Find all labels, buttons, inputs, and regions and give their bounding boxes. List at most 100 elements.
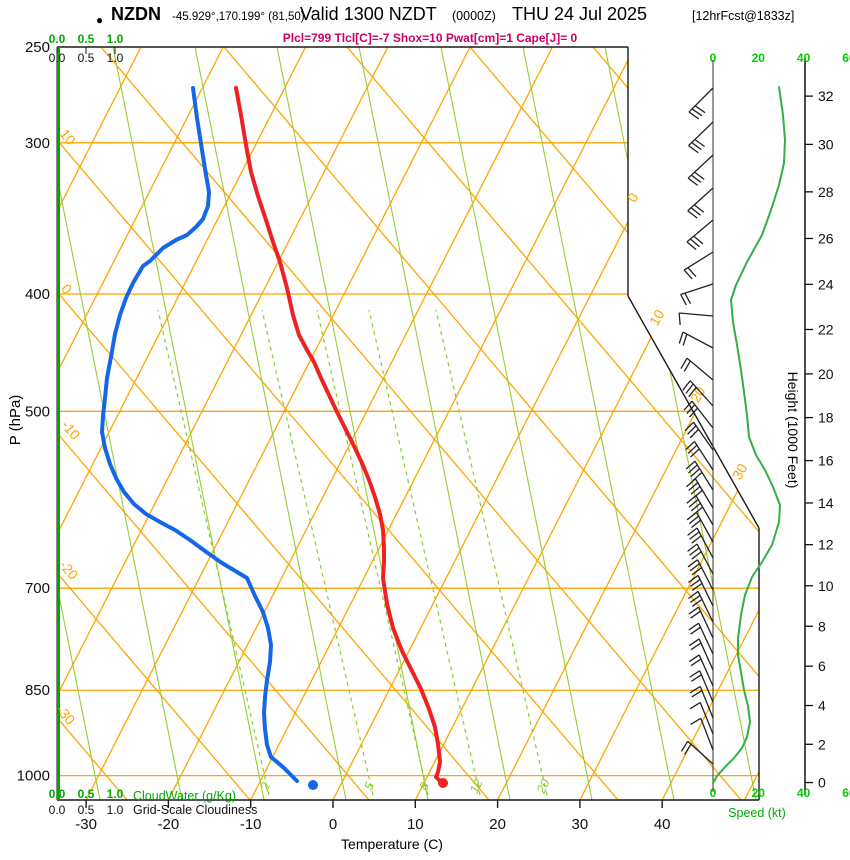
station-id: NZDN bbox=[111, 4, 161, 24]
wind-barb bbox=[687, 154, 714, 186]
surface-dewpoint-dot bbox=[308, 780, 318, 790]
wind-barb bbox=[680, 740, 714, 765]
wind-barb bbox=[678, 312, 714, 326]
wind-barb bbox=[682, 380, 714, 407]
dry-adiabat-line bbox=[223, 47, 759, 800]
speed-scale-bottom-label: 40 bbox=[797, 786, 811, 800]
isotherm-line bbox=[497, 47, 759, 800]
height-tick-label: 24 bbox=[818, 276, 834, 292]
dry-adiabat-line bbox=[57, 47, 370, 800]
wind-barb bbox=[689, 701, 714, 735]
height-tick-label: 20 bbox=[818, 366, 834, 382]
temperature-tick-label: -30 bbox=[75, 816, 97, 833]
height-tick-label: 28 bbox=[818, 184, 834, 200]
height-tick-label: 30 bbox=[818, 136, 834, 152]
speed-scale-top-label: 60 bbox=[842, 51, 850, 65]
cloudiness-top-scale-label: 0.0 bbox=[49, 51, 66, 65]
isotherm-line bbox=[250, 47, 636, 800]
pressure-tick-label: 850 bbox=[25, 682, 50, 699]
dry-adiabat-line bbox=[0, 47, 4, 800]
isotherm-line bbox=[85, 47, 471, 800]
temperature-tick-label: 10 bbox=[407, 816, 424, 833]
isotherm-line bbox=[414, 47, 759, 800]
cloudiness-top-scale-label: 0.5 bbox=[78, 51, 95, 65]
cloudwater-scale-title: CloudWater (g/Kg) bbox=[133, 789, 236, 803]
moist-adiabat-line bbox=[440, 47, 593, 800]
height-tick-label: 8 bbox=[818, 618, 826, 634]
moist-adiabat-line bbox=[57, 47, 183, 800]
wind-barb bbox=[687, 559, 714, 591]
mixing-ratio-line bbox=[316, 309, 429, 796]
height-tick-label: 26 bbox=[818, 230, 834, 246]
height-tick-label: 22 bbox=[818, 321, 834, 337]
wind-barb bbox=[688, 606, 714, 639]
pressure-tick-label: 700 bbox=[25, 580, 50, 597]
pressure-tick-label: 250 bbox=[25, 39, 50, 56]
wind-barb bbox=[690, 717, 714, 751]
temperature-tick-label: 40 bbox=[654, 816, 671, 833]
wind-barb bbox=[688, 622, 714, 655]
cloudwater-bottom-scale-label: 0.0 bbox=[49, 787, 66, 801]
surface-temperature-dot bbox=[438, 778, 448, 788]
wind-barb bbox=[683, 400, 714, 429]
height-tick-label: 18 bbox=[818, 410, 834, 426]
wind-barb bbox=[686, 478, 714, 509]
dry-adiabat-line bbox=[57, 47, 251, 800]
dry-adiabat-value-label: 10 bbox=[57, 126, 79, 148]
dry-adiabat-line bbox=[57, 47, 490, 800]
cloudwater-bottom-scale-label: 1.0 bbox=[107, 787, 124, 801]
valid-time: Valid 1300 NZDT bbox=[300, 4, 437, 24]
cloudwater-top-scale-label: 0.0 bbox=[49, 32, 66, 46]
temperature-tick-label: 0 bbox=[329, 816, 337, 833]
cloudiness-scale-title: Grid-Scale Cloudiness bbox=[133, 803, 257, 817]
height-tick-label: 10 bbox=[818, 578, 834, 594]
height-tick-label: 2 bbox=[818, 736, 826, 752]
cloudwater-bottom-scale-label: 0.5 bbox=[78, 787, 95, 801]
cloudiness-bottom-scale-label: 1.0 bbox=[107, 803, 124, 817]
cloudiness-bottom-scale-label: 0.5 bbox=[78, 803, 95, 817]
speed-scale-bottom-label: 60 bbox=[842, 786, 850, 800]
dry-adiabat-line bbox=[592, 47, 759, 800]
cloudwater-top-scale-label: 0.5 bbox=[78, 32, 95, 46]
wind-barb bbox=[688, 654, 714, 687]
wind-barb bbox=[683, 251, 714, 280]
temperature-tick-label: 30 bbox=[572, 816, 589, 833]
wind-barb bbox=[688, 121, 714, 154]
height-tick-label: 0 bbox=[818, 775, 826, 791]
isotherm-line bbox=[57, 47, 389, 800]
temperature-axis-title: Temperature (C) bbox=[341, 836, 443, 852]
pressure-axis-title: P (hPa) bbox=[7, 395, 24, 446]
mixing-ratio-value-label: 2 bbox=[257, 780, 273, 793]
height-tick-label: 4 bbox=[818, 698, 826, 714]
temperature-tick-label: 20 bbox=[489, 816, 506, 833]
sounding-indices: Plcl=799 Tlcl[C]=-7 Shox=10 Pwat[cm]=1 C… bbox=[282, 31, 578, 45]
valid-date: THU 24 Jul 2025 bbox=[512, 4, 648, 24]
isotherm-line bbox=[661, 47, 759, 800]
moist-adiabat-line bbox=[522, 47, 675, 800]
cloudwater-top-scale-label: 1.0 bbox=[107, 32, 124, 46]
wind-barb bbox=[686, 219, 714, 251]
wind-barb bbox=[687, 187, 714, 219]
height-tick-label: 12 bbox=[818, 537, 834, 553]
moist-adiabat-line bbox=[57, 47, 101, 800]
wind-barb bbox=[684, 421, 714, 451]
mixing-ratio-value-label: 20 bbox=[534, 777, 553, 796]
wind-barb bbox=[688, 638, 714, 671]
temperature-curve bbox=[234, 86, 443, 784]
wind-barb bbox=[688, 87, 714, 120]
wind-barb bbox=[689, 685, 714, 719]
wind-speed-curve bbox=[712, 86, 786, 784]
speed-axis-title: Speed (kt) bbox=[728, 806, 786, 820]
dry-adiabat-value-label: -20 bbox=[56, 557, 81, 583]
dry-adiabat-line bbox=[100, 47, 742, 800]
mixing-ratio-line bbox=[368, 309, 481, 796]
moist-adiabat-line bbox=[276, 47, 429, 800]
wind-barb bbox=[686, 511, 714, 543]
isotherm-value-label: 20 bbox=[687, 384, 709, 406]
wind-barbs bbox=[678, 87, 714, 765]
height-tick-label: 16 bbox=[818, 453, 834, 469]
pressure-tick-label: 400 bbox=[25, 286, 50, 303]
height-tick-label: 32 bbox=[818, 88, 834, 104]
